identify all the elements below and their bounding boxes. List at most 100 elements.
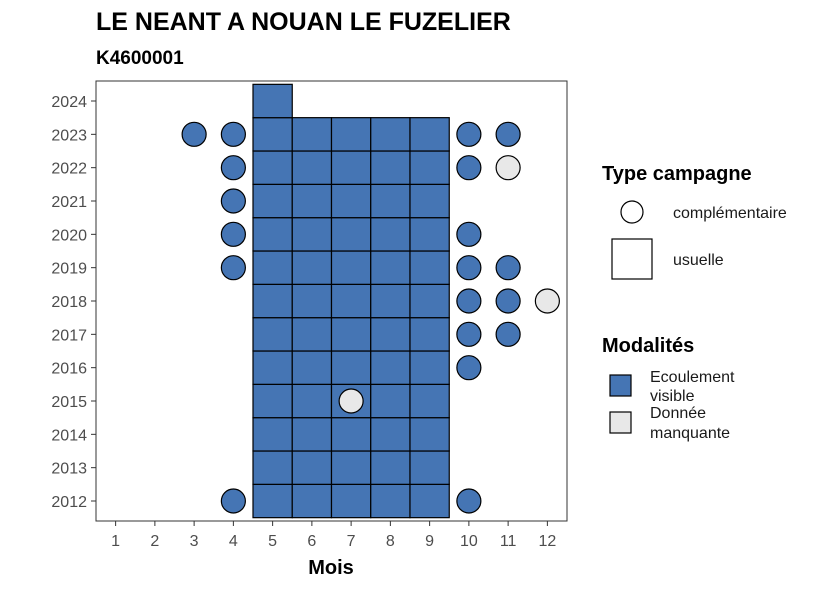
x-tick-label: 3 xyxy=(190,533,199,550)
usuelle-cell xyxy=(370,183,411,219)
complementaire-point xyxy=(495,121,521,147)
complementaire-point xyxy=(456,488,482,514)
y-tick-label: 2020 xyxy=(51,227,87,244)
usuelle-cell xyxy=(252,83,293,119)
usuelle-cell xyxy=(291,317,333,352)
usuelle-cell xyxy=(252,250,293,285)
usuelle-cell xyxy=(252,450,293,485)
complementaire-point xyxy=(220,188,246,214)
complementaire-point xyxy=(495,321,521,347)
legend-title-modalites: Modalités xyxy=(602,335,694,357)
usuelle-cell xyxy=(291,350,333,385)
legend-label-modalite: manquante xyxy=(650,425,730,442)
legend-label-complementaire: complémentaire xyxy=(673,205,787,222)
usuelle-cell xyxy=(409,183,450,219)
complementaire-point xyxy=(220,155,246,181)
x-tick-label: 5 xyxy=(268,533,277,550)
complementaire-point xyxy=(220,488,246,514)
usuelle-cell xyxy=(409,383,450,419)
x-tick-label: 1 xyxy=(111,533,120,550)
y-tick-label: 2013 xyxy=(51,461,87,478)
complementaire-point xyxy=(495,255,521,281)
y-tick-label: 2024 xyxy=(51,94,87,111)
usuelle-cell xyxy=(291,450,333,485)
legend-label-usuelle: usuelle xyxy=(673,252,724,269)
legend-key-modalite xyxy=(609,411,632,434)
x-axis-title: Mois xyxy=(308,557,354,579)
usuelle-cell xyxy=(252,217,293,252)
usuelle-cell xyxy=(370,250,411,285)
complementaire-point xyxy=(220,221,246,247)
usuelle-cell xyxy=(252,383,293,419)
usuelle-cell xyxy=(291,483,333,519)
usuelle-cell xyxy=(291,283,333,319)
complementaire-point xyxy=(456,155,482,181)
usuelle-cell xyxy=(252,150,293,185)
usuelle-cell xyxy=(291,183,333,219)
usuelle-cell xyxy=(330,483,372,519)
complementaire-point xyxy=(495,155,521,181)
usuelle-cell xyxy=(409,117,450,152)
usuelle-cell xyxy=(330,217,372,252)
y-tick-label: 2017 xyxy=(51,327,87,344)
usuelle-cell xyxy=(409,250,450,285)
x-tick-label: 12 xyxy=(538,533,556,550)
y-axis: 2012 2013 2014 2015 2016 2017 2018 2019 2020 2021… xyxy=(51,94,96,511)
usuelle-cell xyxy=(370,417,411,452)
y-tick-label: 2014 xyxy=(51,427,87,444)
y-tick-label: 2018 xyxy=(51,294,87,311)
complementaire-point xyxy=(495,288,521,314)
complementaire-point xyxy=(220,121,246,147)
legend-label-modalite: visible xyxy=(650,388,695,405)
usuelle-cell xyxy=(370,383,411,419)
usuelle-cell xyxy=(291,383,333,419)
complementaire-point xyxy=(181,121,207,147)
y-tick-label: 2015 xyxy=(51,394,87,411)
usuelle-cell xyxy=(409,450,450,485)
complementaire-point xyxy=(456,355,482,381)
usuelle-cell xyxy=(409,350,450,385)
usuelle-cell xyxy=(370,450,411,485)
x-tick-label: 7 xyxy=(347,533,356,550)
usuelle-cell xyxy=(409,417,450,452)
usuelle-cell xyxy=(370,350,411,385)
complementaire-point xyxy=(456,221,482,247)
usuelle-cell xyxy=(252,117,293,152)
legend-label-modalite: Ecoulement xyxy=(650,369,735,386)
complementaire-point xyxy=(456,255,482,281)
complementaire-point xyxy=(338,388,364,414)
x-tick-label: 6 xyxy=(307,533,316,550)
legend-label-modalite: Donnée xyxy=(650,405,706,422)
usuelle-cell xyxy=(330,350,372,385)
usuelle-cell xyxy=(409,483,450,519)
usuelle-cell xyxy=(291,150,333,185)
usuelle-cell xyxy=(330,417,372,452)
complementaire-point xyxy=(456,321,482,347)
usuelle-cell xyxy=(291,417,333,452)
usuelle-cell xyxy=(370,483,411,519)
usuelle-cell xyxy=(291,250,333,285)
x-tick-label: 9 xyxy=(425,533,434,550)
y-tick-label: 2016 xyxy=(51,361,87,378)
x-tick-label: 10 xyxy=(460,533,478,550)
usuelle-cell xyxy=(252,417,293,452)
complementaire-point xyxy=(534,288,560,314)
y-tick-label: 2021 xyxy=(51,194,87,211)
usuelle-cell xyxy=(330,450,372,485)
y-tick-label: 2012 xyxy=(51,494,87,511)
usuelle-cell xyxy=(252,283,293,319)
complementaire-point xyxy=(456,121,482,147)
legend-key-modalite xyxy=(609,374,632,397)
legend-key-square xyxy=(611,238,653,280)
chart-marks xyxy=(181,83,560,519)
complementaire-point xyxy=(220,255,246,281)
usuelle-cell xyxy=(252,317,293,352)
usuelle-cell xyxy=(409,317,450,352)
usuelle-cell xyxy=(252,183,293,219)
x-tick-label: 4 xyxy=(229,533,238,550)
x-axis: 1 2 3 4 5 6 7 8 9 10 11 12 xyxy=(111,521,556,550)
usuelle-cell xyxy=(370,283,411,319)
legend: Type campagne complémentaire usuelle Modali… xyxy=(602,163,787,442)
usuelle-cell xyxy=(330,183,372,219)
